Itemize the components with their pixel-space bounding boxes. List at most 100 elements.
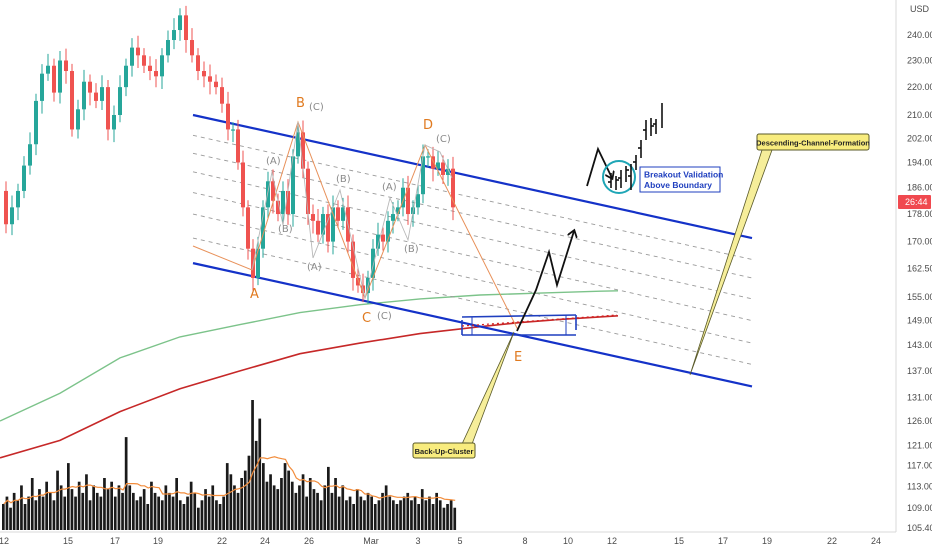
x-tick-label: 24 — [871, 536, 881, 546]
volume-bar — [164, 485, 168, 530]
sub-wave-label: (B) — [404, 244, 419, 255]
volume-bar — [305, 496, 308, 530]
candle-body — [64, 60, 68, 72]
channel-upper-line[interactable] — [192, 113, 753, 240]
y-tick-label: 117.00 — [907, 460, 932, 470]
volume-bar — [92, 485, 95, 530]
candle-body — [246, 207, 250, 249]
volume-bar — [290, 481, 294, 530]
candle-body — [241, 162, 245, 208]
volume-bar — [431, 504, 435, 530]
candle-body — [401, 187, 405, 208]
volume-bar — [135, 500, 139, 530]
volume-bar — [355, 489, 359, 530]
volume-bar — [218, 504, 222, 530]
y-tick-label: 230.00 — [907, 56, 932, 66]
volume-bar — [52, 500, 56, 530]
candle-body — [130, 47, 134, 66]
volume-bar — [287, 470, 290, 530]
volume-bar — [449, 500, 453, 530]
descending-channel-callout[interactable]: Descending-Channel-Formation — [689, 133, 870, 376]
x-tick-label: 8 — [522, 536, 527, 546]
candle-body — [10, 207, 14, 225]
volume-bar — [30, 478, 34, 530]
volume-bar — [319, 500, 323, 530]
candle-body — [226, 103, 230, 130]
volume-bar — [381, 492, 384, 530]
y-tick-label: 210.00 — [907, 110, 932, 120]
sub-wave-label: (C) — [309, 102, 324, 113]
volume-bar — [258, 418, 262, 530]
candle-body — [58, 60, 62, 93]
volume-bar — [16, 500, 20, 530]
volume-bar — [2, 504, 5, 530]
volume-bar — [63, 496, 67, 530]
volume-bar — [88, 500, 92, 530]
volume-bar — [301, 474, 305, 530]
breakout-validation-note[interactable]: Breakout Validation Above Boundary — [639, 166, 723, 193]
sub-wave-label: (B) — [336, 174, 351, 185]
x-tick-label: 24 — [260, 536, 270, 546]
wave-label-e: E — [514, 350, 522, 365]
x-tick-label: 5 — [457, 536, 462, 546]
wave-label-a: A — [250, 287, 259, 302]
sub-wave-label: (A) — [382, 182, 397, 193]
volume-bar — [417, 504, 420, 530]
volume-bar — [146, 504, 150, 530]
x-tick-label: 10 — [563, 536, 573, 546]
projection-arrow-up — [516, 231, 574, 332]
volume-bar — [316, 492, 319, 530]
candle-body — [256, 248, 260, 278]
candle-body — [351, 241, 355, 278]
volume-bar — [341, 485, 345, 530]
sub-wave-label: (C) — [377, 311, 392, 322]
x-tick-label: Mar — [363, 536, 379, 546]
volume-bar — [410, 500, 413, 530]
wave-labels: A B C D E (A) (B) (C) (A) (B) (C) (A) (B… — [250, 96, 522, 365]
candle-body — [236, 129, 240, 163]
y-tick-label: 186.00 — [907, 183, 932, 193]
y-tick-label: 155.00 — [907, 292, 932, 302]
candle-body — [296, 132, 300, 157]
volume-bar — [132, 492, 135, 530]
volume-bar — [280, 478, 283, 530]
candle-body — [416, 194, 420, 208]
volume-bar — [5, 496, 9, 530]
volume-bar — [262, 463, 265, 530]
x-tick-label: 22 — [217, 536, 227, 546]
volume-bar — [128, 485, 132, 530]
candle-body — [112, 115, 116, 130]
breakout-price-bars — [608, 103, 663, 190]
y-tick-label: 194.00 — [907, 158, 932, 168]
candle-body — [276, 200, 280, 215]
y-tick-label: 202.00 — [907, 133, 932, 143]
y-tick-label: 178.00 — [907, 209, 932, 219]
candle-body — [421, 156, 425, 195]
volume-bar — [178, 500, 182, 530]
wave-sub-path — [251, 121, 453, 299]
back-up-cluster-callout[interactable]: Back-Up-Cluster — [412, 331, 515, 459]
candle-body — [94, 92, 98, 101]
elliott-wave-lines — [192, 120, 519, 331]
volume-bar — [106, 489, 110, 530]
volume-bar — [435, 492, 438, 530]
volume-bar — [23, 504, 27, 530]
volume-bar — [373, 504, 377, 530]
volume-bar — [197, 507, 200, 530]
candle-body — [331, 207, 335, 242]
volume-bar — [276, 489, 280, 530]
candle-body — [376, 234, 380, 249]
volume-bar — [59, 485, 63, 530]
candle-body — [46, 65, 50, 74]
back-up-cluster-box[interactable] — [461, 314, 618, 336]
candle-body — [451, 168, 455, 208]
candle-body — [326, 214, 330, 242]
y-tick-label: 170.00 — [907, 237, 932, 247]
sub-wave-label: (A) — [307, 262, 322, 273]
candle-body — [311, 214, 315, 221]
y-tick-label: 121.00 — [907, 440, 932, 450]
volume-bar — [211, 485, 215, 530]
volume-bar — [453, 507, 457, 530]
volume-bar — [99, 496, 103, 530]
